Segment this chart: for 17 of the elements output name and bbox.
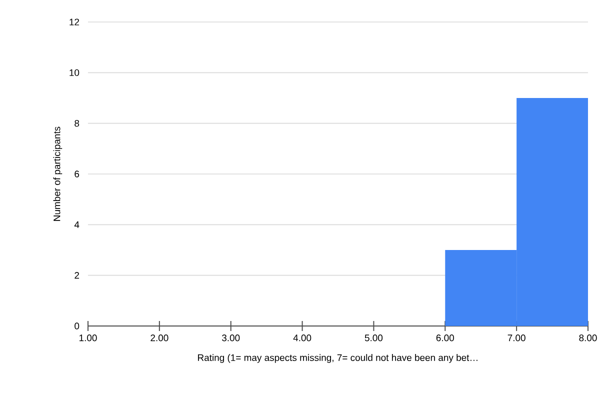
x-tick-label: 4.00 (293, 334, 312, 342)
x-tick-label: 7.00 (508, 334, 526, 342)
y-tick-label: 12 (70, 18, 80, 26)
x-tick-label: 1.00 (80, 334, 97, 342)
x-tick-label: 6.00 (436, 334, 454, 342)
x-axis-title: Rating (1= may aspects missing, 7= could not have been any bet… (198, 354, 478, 363)
x-tick-label: 5.00 (364, 334, 383, 342)
y-tick-label: 10 (70, 69, 80, 76)
y-tick-label: 0 (74, 322, 80, 330)
y-tick-label: 6 (74, 170, 80, 178)
x-tick-label: 3.00 (222, 334, 240, 342)
y-tick-label: 2 (74, 272, 80, 279)
y-axis-title: Number of participants (53, 126, 62, 221)
y-tick-label: 4 (74, 221, 80, 228)
x-tick-label: 8.00 (579, 334, 597, 342)
x-tick-label: 2.00 (150, 334, 168, 342)
y-tick-label: 8 (74, 120, 80, 127)
